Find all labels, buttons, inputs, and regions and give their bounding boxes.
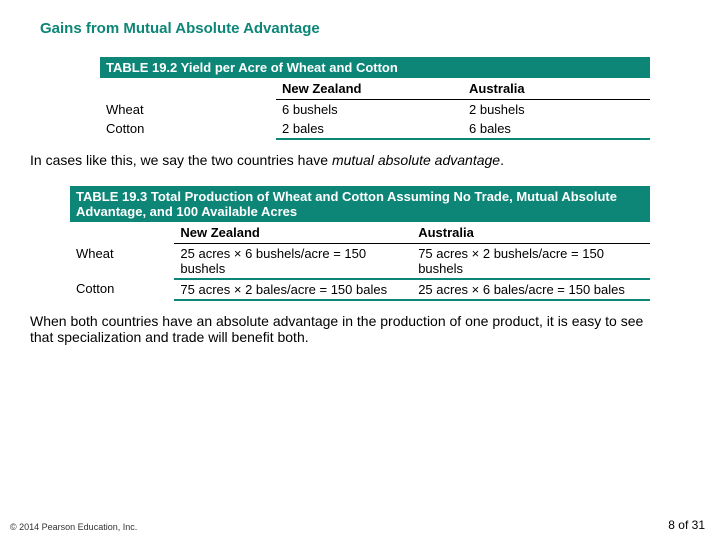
copyright-text: © 2014 Pearson Education, Inc.: [10, 522, 137, 532]
table2-empty-header: [70, 222, 174, 244]
table2-row0-label: Wheat: [70, 244, 174, 280]
table1-empty-header: [100, 78, 276, 100]
table1-col1-header: New Zealand: [276, 78, 463, 100]
table2-row0-c1: 25 acres × 6 bushels/acre = 150 bushels: [174, 244, 412, 280]
para1-c: .: [500, 152, 504, 168]
table2-col2-header: Australia: [412, 222, 650, 244]
paragraph-2: When both countries have an absolute adv…: [30, 313, 670, 345]
table1-col2-header: Australia: [463, 78, 650, 100]
table1-row0-c1: 6 bushels: [276, 100, 463, 120]
table1-row1-c2: 6 bales: [463, 119, 650, 139]
paragraph-1: In cases like this, we say the two count…: [30, 152, 670, 168]
table-19-2: TABLE 19.2 Yield per Acre of Wheat and C…: [100, 57, 650, 140]
page-number: 8 of 31: [668, 518, 705, 532]
table1-row1-c1: 2 bales: [276, 119, 463, 139]
table2-col1-header: New Zealand: [174, 222, 412, 244]
table1-row0-c2: 2 bushels: [463, 100, 650, 120]
table-19-3: TABLE 19.3 Total Production of Wheat and…: [70, 186, 650, 301]
table2-row1-c1: 75 acres × 2 bales/acre = 150 bales: [174, 279, 412, 300]
slide-title: Gains from Mutual Absolute Advantage: [40, 20, 690, 37]
table2-caption: TABLE 19.3 Total Production of Wheat and…: [70, 186, 650, 222]
table1-row0-label: Wheat: [100, 100, 276, 120]
table2-row1-c2: 25 acres × 6 bales/acre = 150 bales: [412, 279, 650, 300]
para1-a: In cases like this, we say the two count…: [30, 152, 332, 168]
table2-row0-c2: 75 acres × 2 bushels/acre = 150 bushels: [412, 244, 650, 280]
para1-b: mutual absolute advantage: [332, 152, 500, 168]
table1-caption: TABLE 19.2 Yield per Acre of Wheat and C…: [100, 57, 650, 78]
table2-row1-label: Cotton: [70, 279, 174, 300]
table1-row1-label: Cotton: [100, 119, 276, 139]
